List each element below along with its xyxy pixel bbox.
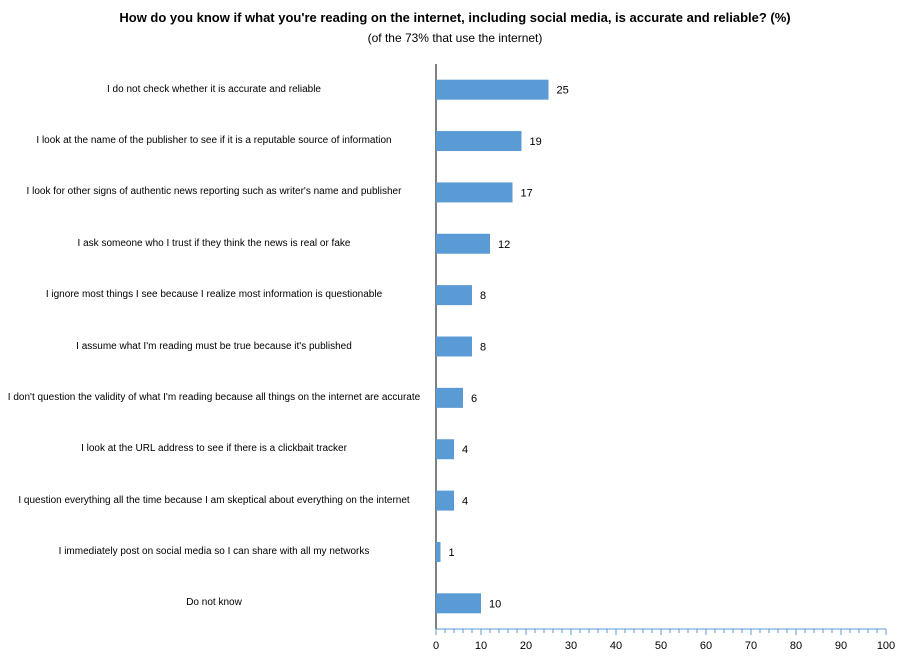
data-label: 6	[471, 393, 477, 405]
chart-subtitle: (of the 73% that use the internet)	[367, 31, 543, 45]
bar	[436, 387, 463, 408]
bar	[436, 593, 481, 614]
x-tick-label: 60	[700, 640, 712, 652]
x-tick-label: 10	[475, 640, 487, 652]
bar	[436, 490, 454, 511]
data-label: 4	[462, 496, 468, 508]
x-tick-label: 0	[433, 640, 439, 652]
x-tick-label: 20	[520, 640, 532, 652]
data-label: 4	[462, 444, 468, 456]
category-label: I look at the URL address to see if ther…	[81, 443, 347, 455]
bar	[436, 131, 522, 152]
category-label: I assume what I'm reading must be true b…	[76, 340, 352, 352]
x-tick-label: 50	[655, 640, 667, 652]
data-label: 1	[449, 547, 455, 559]
category-label: I question everything all the time becau…	[18, 494, 410, 506]
category-label: I ignore most things I see because I rea…	[45, 289, 383, 301]
bar	[436, 233, 490, 254]
data-label: 25	[557, 85, 569, 97]
x-tick-label: 90	[835, 640, 847, 652]
data-label: 10	[489, 598, 501, 610]
bar	[436, 182, 513, 203]
bar	[436, 79, 549, 100]
x-tick-label: 70	[745, 640, 757, 652]
category-label: I immediately post on social media so I …	[58, 545, 370, 557]
data-label: 8	[480, 290, 486, 302]
bar	[436, 541, 441, 562]
bar	[436, 285, 472, 306]
bar	[436, 336, 472, 357]
category-label: I don't question the validity of what I'…	[7, 391, 421, 403]
category-label: I look at the name of the publisher to s…	[36, 135, 392, 147]
category-label: I look for other signs of authentic news…	[26, 186, 402, 198]
data-label: 17	[521, 187, 533, 199]
data-label: 8	[480, 342, 486, 354]
data-label: 19	[530, 136, 542, 148]
category-label: I do not check whether it is accurate an…	[106, 83, 321, 95]
category-label: Do not know	[186, 597, 242, 609]
chart-title: How do you know if what you're reading o…	[119, 10, 791, 25]
bar	[436, 439, 454, 460]
x-tick-label: 80	[790, 640, 802, 652]
x-tick-label: 100	[877, 640, 895, 652]
data-label: 12	[498, 239, 510, 251]
x-tick-label: 40	[610, 640, 622, 652]
category-label: I ask someone who I trust if they think …	[77, 237, 351, 249]
x-tick-label: 30	[565, 640, 577, 652]
